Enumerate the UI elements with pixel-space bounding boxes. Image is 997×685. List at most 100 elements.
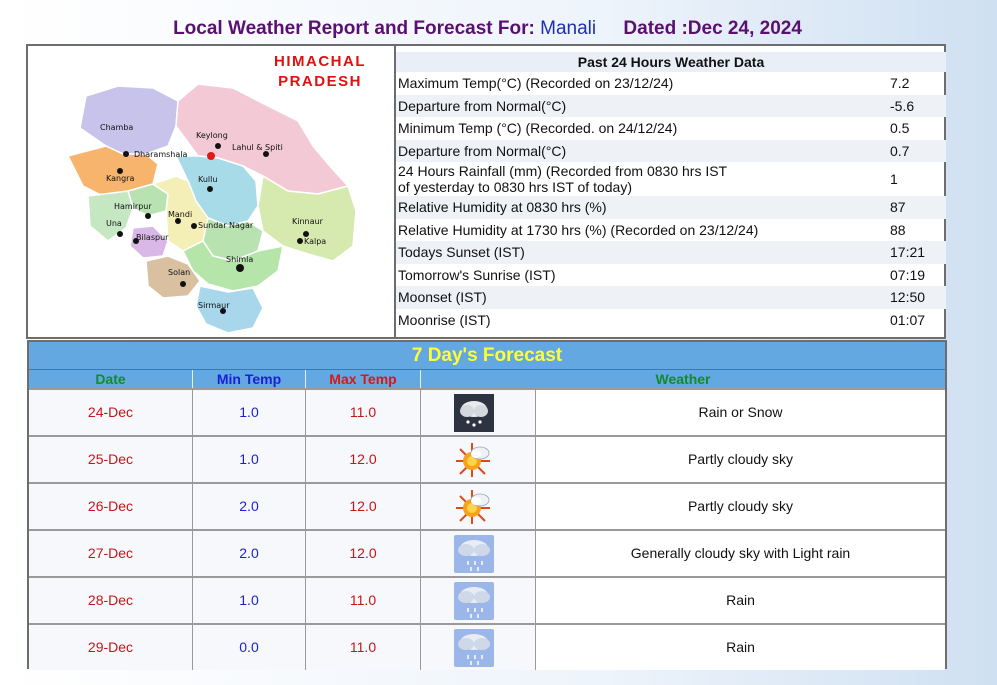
forecast-date: 28-Dec: [29, 578, 193, 623]
row-label: Departure from Normal(°C): [396, 139, 888, 162]
row-label: Moonset (IST): [396, 286, 888, 309]
row-label-line1: 24 Hours Rainfall (mm) (Recorded from 08…: [398, 163, 728, 179]
label-solan: Solan: [168, 268, 190, 277]
col-date: Date: [29, 370, 193, 388]
forecast-weather: Generally cloudy sky with Light rain: [536, 531, 945, 576]
forecast-row: 28-Dec 1.0 11.0 Rain: [29, 576, 945, 623]
row-value: 7.2: [890, 75, 910, 92]
label-bilaspur: Bilaspur: [136, 233, 169, 242]
forecast-date: 27-Dec: [29, 531, 193, 576]
label-una: Una: [106, 219, 122, 228]
forecast-max-temp: 12.0: [306, 484, 421, 529]
row-label: Relative Humidity at 0830 hrs (%): [396, 196, 888, 219]
forecast-icon-cell: [421, 625, 536, 670]
forecast-min-temp: 2.0: [193, 531, 306, 576]
state-name: HIMACHAL PRADESH: [274, 52, 366, 92]
col-min-temp: Min Temp: [193, 370, 306, 388]
forecast-icon-cell: [421, 578, 536, 623]
row-label: Todays Sunset (IST): [396, 241, 888, 264]
page-title: Local Weather Report and Forecast For: M…: [0, 18, 975, 40]
label-chamba: Chamba: [100, 123, 133, 132]
district-sirmaur: [195, 285, 264, 334]
forecast-max-temp: 11.0: [306, 390, 421, 435]
district-map: Chamba Keylong Lahul & Spiti Dharamshala…: [66, 83, 357, 334]
label-lahul-spiti: Lahul & Spiti: [232, 143, 283, 152]
forecast-icon-cell: [421, 531, 536, 576]
row-value: 1: [890, 171, 898, 187]
label-kinnaur: Kinnaur: [292, 217, 324, 226]
label-sundar-nagar: Sundar Nagar: [198, 221, 254, 230]
label-shimla: Shimla: [226, 255, 253, 264]
col-max-temp: Max Temp: [306, 370, 421, 388]
forecast-heading: 7 Day's Forecast: [29, 342, 945, 370]
label-keylong: Keylong: [196, 131, 228, 140]
forecast-date: 26-Dec: [29, 484, 193, 529]
forecast-min-temp: 1.0: [193, 390, 306, 435]
forecast-row: 25-Dec 1.0 12.0 Partly cloudy sky: [29, 435, 945, 482]
row-label: Moonrise (IST): [398, 311, 491, 328]
forecast-min-temp: 0.0: [193, 625, 306, 670]
district-kinnaur: [257, 174, 357, 262]
forecast-max-temp: 12.0: [306, 437, 421, 482]
label-kalpa: Kalpa: [304, 237, 326, 246]
district-chamba: [79, 85, 179, 155]
row-value: 0.5: [890, 120, 910, 137]
forecast-icon-cell: [421, 390, 536, 435]
past-24h-heading: Past 24 Hours Weather Data: [396, 52, 946, 72]
row-value: 07:19: [890, 266, 926, 283]
forecast-date: 24-Dec: [29, 390, 193, 435]
forecast-max-temp: 12.0: [306, 531, 421, 576]
forecast-panel: 7 Day's Forecast Date Min Temp Max Temp …: [27, 340, 947, 670]
row-value: -5.6: [888, 94, 946, 117]
row-label: 24 Hours Rainfall (mm) (Recorded from 08…: [396, 162, 888, 196]
state-name-line1: HIMACHAL: [274, 53, 366, 70]
cloud-rain-icon: [454, 582, 494, 620]
forecast-weather: Partly cloudy sky: [536, 484, 945, 529]
forecast-column-headers: Date Min Temp Max Temp Weather: [29, 370, 945, 388]
district-solan: [145, 255, 201, 299]
row-value: 17:21: [888, 241, 946, 264]
top-panel: Chamba Keylong Lahul & Spiti Dharamshala…: [26, 44, 946, 339]
forecast-weather: Rain: [536, 578, 945, 623]
forecast-max-temp: 11.0: [306, 625, 421, 670]
row-value: 0.7: [888, 139, 946, 162]
row-label: Departure from Normal(°C): [396, 94, 888, 117]
district-una: [87, 190, 134, 242]
row-value: 87: [888, 196, 946, 219]
row-label: Maximum Temp(°C) (Recorded on 23/12/24): [398, 75, 674, 92]
report-date: Dated :Dec 24, 2024: [623, 18, 802, 39]
cloud-rain-icon: [454, 629, 494, 667]
forecast-icon-cell: [421, 437, 536, 482]
row-label: Minimum Temp (°C) (Recorded. on 24/12/24…: [398, 120, 678, 137]
district-kangra: [66, 145, 159, 197]
partly-cloudy-icon: [454, 441, 494, 479]
row-label: Tomorrow's Sunrise (IST): [398, 266, 556, 283]
title-prefix: Local Weather Report and Forecast For:: [173, 18, 535, 39]
forecast-min-temp: 2.0: [193, 484, 306, 529]
forecast-date: 29-Dec: [29, 625, 193, 670]
label-hamirpur: Hamirpur: [114, 202, 152, 211]
forecast-icon-cell: [421, 484, 536, 529]
row-value: 01:07: [890, 311, 926, 328]
district-shimla: [181, 240, 284, 292]
city-name: Manali: [540, 18, 597, 39]
forecast-weather: Partly cloudy sky: [536, 437, 945, 482]
label-sirmaur: Sirmaur: [198, 301, 230, 310]
col-weather: Weather: [655, 371, 711, 387]
label-kangra: Kangra: [106, 174, 134, 183]
forecast-row: 26-Dec 2.0 12.0 Partly cloudy sky: [29, 482, 945, 529]
state-name-line2: PRADESH: [278, 73, 362, 90]
label-dharamshala: Dharamshala: [134, 150, 187, 159]
district-bilaspur: [129, 225, 169, 259]
forecast-min-temp: 1.0: [193, 578, 306, 623]
forecast-row: 27-Dec 2.0 12.0 Generally cloudy sky with L…: [29, 529, 945, 576]
past-24h-table: Past 24 Hours Weather Data Maximum Temp(…: [396, 52, 946, 331]
cloud-rain-icon: [454, 535, 494, 573]
row-label-line2: of yesterday to 0830 hrs IST of today): [398, 179, 632, 195]
row-value: 88: [890, 221, 906, 238]
partly-cloudy-icon: [454, 488, 494, 526]
forecast-weather: Rain or Snow: [536, 390, 945, 435]
forecast-row: 29-Dec 0.0 11.0 Rain: [29, 623, 945, 670]
forecast-min-temp: 1.0: [193, 437, 306, 482]
forecast-row: 24-Dec 1.0 11.0 Rain or Snow: [29, 388, 945, 435]
